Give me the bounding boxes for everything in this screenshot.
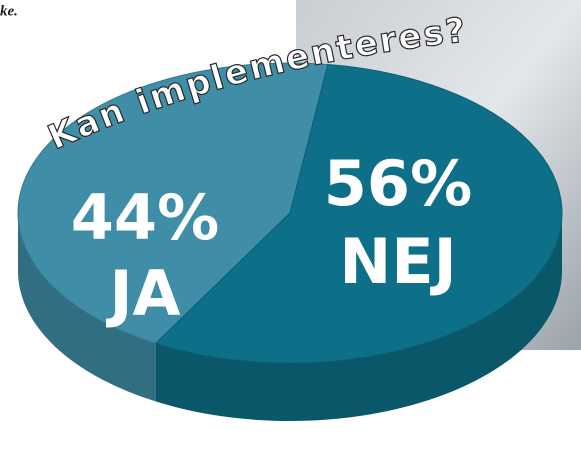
slice-side (18, 213, 156, 402)
slice (154, 63, 563, 364)
category-label: NEJ (339, 225, 456, 298)
value-label: 44% (71, 181, 219, 254)
value-label: 56% (324, 147, 472, 220)
slice-side (155, 213, 562, 421)
annotation: ke. (0, 3, 18, 19)
slice (17, 62, 329, 344)
pie (17, 62, 563, 421)
category-label: JA (105, 257, 180, 330)
